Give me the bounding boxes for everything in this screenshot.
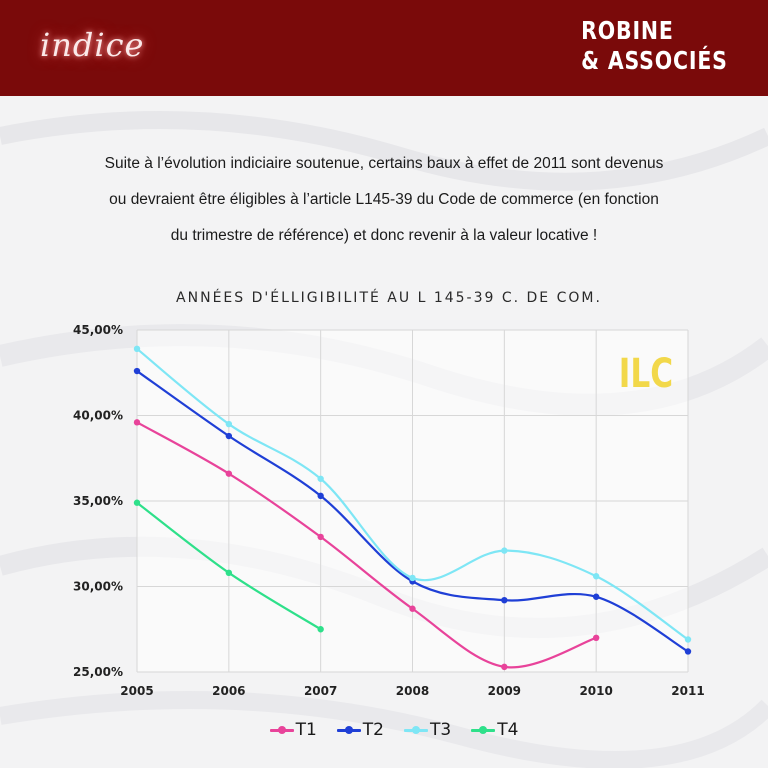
x-tick-label: 2007 xyxy=(304,684,337,698)
brand-robine-line1: ROBINE xyxy=(581,16,674,45)
brand-robine-line2: & ASSOCIÉS xyxy=(581,46,728,75)
legend-swatch-t2 xyxy=(336,722,361,738)
x-tick-label: 2008 xyxy=(396,684,429,698)
intro-line-2: ou devraient être éligibles à l’article … xyxy=(109,191,659,208)
legend-item-t4: T4 xyxy=(471,720,518,740)
data-point-t2 xyxy=(317,492,324,500)
data-point-t4 xyxy=(317,626,324,633)
x-tick-label: 2006 xyxy=(212,684,245,698)
data-point-t1 xyxy=(317,533,324,541)
x-tick-label: 2009 xyxy=(488,684,521,698)
data-point-t3 xyxy=(409,574,416,582)
data-point-t1 xyxy=(409,605,416,612)
data-point-t4 xyxy=(225,569,233,577)
brand-indice-logo: indice xyxy=(40,26,145,64)
data-point-t2 xyxy=(133,367,141,375)
line-chart: 25,00% 30,00% 35,00% 40,00% 45,00% 2005 2006 20… xyxy=(73,323,705,698)
legend-item-t1: T1 xyxy=(269,720,317,740)
y-tick-label: 25,00% xyxy=(73,665,123,679)
data-point-t1 xyxy=(225,470,233,477)
data-point-t1 xyxy=(133,419,141,426)
legend-label-t4: T4 xyxy=(497,720,519,740)
y-tick-label: 35,00% xyxy=(73,494,123,508)
data-point-t1 xyxy=(501,663,508,671)
data-point-t3 xyxy=(317,475,324,482)
data-point-t2 xyxy=(592,593,600,600)
chart-title: ANNÉES D'ÉLLIGIBILITÉ AU L 145-39 C. DE … xyxy=(176,290,602,306)
y-tick-label: 30,00% xyxy=(73,580,123,594)
data-point-t2 xyxy=(225,432,233,440)
intro-line-3: du trimestre de référence) et donc reven… xyxy=(170,227,598,244)
data-point-t3 xyxy=(501,547,508,554)
chart-legend: T1 T2 T3 T4 xyxy=(0,720,768,740)
legend-item-t2: T2 xyxy=(336,720,384,740)
data-point-t4 xyxy=(133,499,141,506)
data-point-t1 xyxy=(592,634,600,641)
legend-item-t3: T3 xyxy=(404,720,451,740)
brand-robine-logo: ROBINE & ASSOCIÉS xyxy=(581,16,728,76)
x-tick-label: 2011 xyxy=(671,684,704,698)
legend-label-t2: T2 xyxy=(362,720,384,740)
ilc-annotation: ILC xyxy=(619,351,673,397)
intro-paragraph: Suite à l’évolution indiciaire soutenue,… xyxy=(20,146,748,254)
series-line-t1 xyxy=(135,421,598,669)
header-bar: indice ROBINE & ASSOCIÉS xyxy=(0,0,768,96)
x-tick-label: 2005 xyxy=(120,684,153,698)
data-point-t3 xyxy=(684,636,692,643)
y-tick-label: 45,00% xyxy=(73,323,123,337)
data-point-t3 xyxy=(225,420,233,428)
legend-swatch-t3 xyxy=(404,722,428,738)
data-point-t3 xyxy=(133,345,141,353)
data-point-t2 xyxy=(684,648,692,655)
legend-swatch-t1 xyxy=(269,722,294,738)
legend-swatch-t4 xyxy=(471,722,496,738)
y-tick-label: 40,00% xyxy=(73,409,123,423)
intro-line-1: Suite à l’évolution indiciaire soutenue,… xyxy=(104,155,664,172)
legend-label-t3: T3 xyxy=(430,720,452,740)
legend-label-t1: T1 xyxy=(295,720,317,740)
data-point-t2 xyxy=(501,596,508,604)
data-point-t3 xyxy=(592,573,600,580)
x-tick-label: 2010 xyxy=(579,684,612,698)
